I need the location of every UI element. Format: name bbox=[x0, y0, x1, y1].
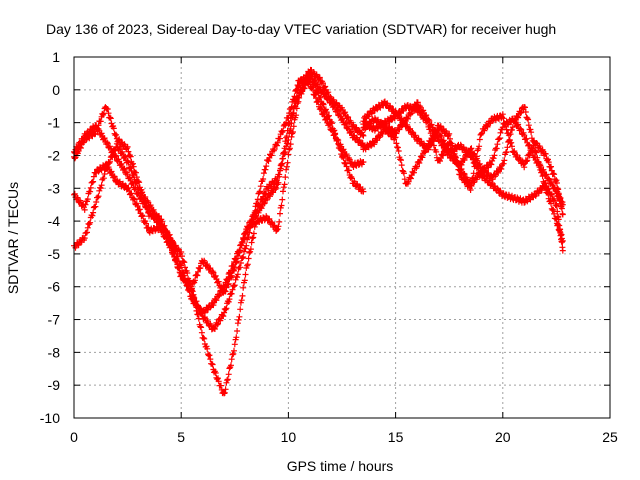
y-tick-label: -5 bbox=[48, 246, 61, 262]
y-axis-ticks: 1 0 -1 -2 -3 -4 -5 -6 -7 -8 -9 -10 bbox=[40, 49, 610, 426]
y-tick-label: -4 bbox=[48, 213, 61, 229]
plot-frame bbox=[73, 56, 611, 419]
y-tick-label: 0 bbox=[52, 82, 60, 98]
series-markers bbox=[71, 73, 367, 397]
x-tick-label: 0 bbox=[70, 429, 78, 445]
chart-title: Day 136 of 2023, Sidereal Day-to-day VTE… bbox=[46, 21, 556, 37]
series-8 bbox=[360, 99, 566, 245]
x-tick-label: 5 bbox=[177, 429, 185, 445]
x-tick-label: 25 bbox=[602, 429, 618, 445]
y-tick-label: -9 bbox=[48, 377, 61, 393]
series-markers bbox=[360, 99, 566, 245]
y-tick-label: -1 bbox=[48, 115, 61, 131]
y-tick-label: -2 bbox=[48, 147, 61, 163]
grid-lines bbox=[74, 57, 610, 418]
y-tick-label: -3 bbox=[48, 180, 61, 196]
x-tick-label: 20 bbox=[495, 429, 511, 445]
x-axis-ticks: 0 5 10 15 20 25 bbox=[70, 57, 618, 445]
y-tick-label: -6 bbox=[48, 279, 61, 295]
x-axis-label: GPS time / hours bbox=[287, 458, 394, 474]
x-tick-label: 10 bbox=[281, 429, 297, 445]
x-tick-label: 15 bbox=[388, 429, 404, 445]
y-tick-label: -7 bbox=[48, 312, 61, 328]
y-tick-label: 1 bbox=[52, 49, 60, 65]
y-tick-label: -10 bbox=[40, 410, 60, 426]
y-tick-label: -8 bbox=[48, 344, 61, 360]
y-axis-label: SDTVAR / TECUs bbox=[5, 182, 21, 294]
data-marks bbox=[71, 66, 566, 397]
series-3 bbox=[71, 73, 367, 397]
